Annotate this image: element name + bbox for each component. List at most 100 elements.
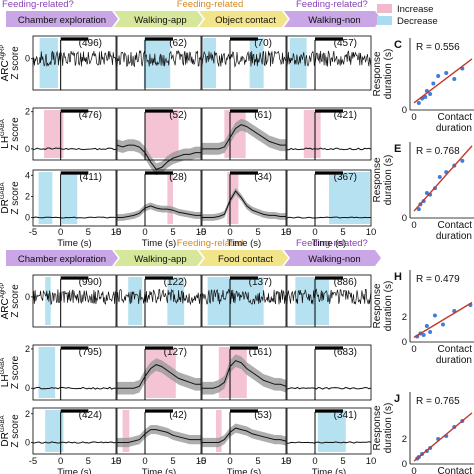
bottom-row-label-1: LHGABA bbox=[0, 358, 11, 387]
bottom-banner-2 bbox=[199, 250, 288, 266]
bottom-xtick-3-1: 0 bbox=[312, 456, 317, 467]
top-tag-0: Feeding-related? bbox=[2, 0, 74, 10]
bottom-shade-1-2-0 bbox=[218, 347, 247, 398]
top-banner-1 bbox=[114, 11, 203, 27]
corr-point-1-9 bbox=[460, 158, 465, 163]
bottom-banner-label-1: Walking-app bbox=[134, 254, 186, 265]
corr-point-0-4 bbox=[428, 92, 433, 96]
top-frame-0-3 bbox=[286, 35, 372, 91]
corr-ylabel-b-3: duration (s) bbox=[383, 403, 394, 454]
bottom-n-0-3: (886) bbox=[334, 277, 357, 288]
top-n-2-3: (367) bbox=[334, 172, 357, 183]
top-trace-1-1 bbox=[116, 144, 201, 170]
bottom-trace-2-3 bbox=[286, 441, 372, 444]
top-trace-0-3 bbox=[286, 50, 372, 67]
bottom-ylabel-2: Z score bbox=[10, 414, 21, 448]
top-row-label-1: LHGABA bbox=[0, 119, 11, 148]
top-xtick-3-2: 5 bbox=[340, 227, 345, 238]
bottom-xtick-1-1: 0 bbox=[142, 456, 147, 467]
top-xtick-3-3: 10 bbox=[366, 227, 377, 238]
top-banner-label-0: Chamber exploration bbox=[18, 15, 106, 26]
bottom-trace-0-0 bbox=[32, 289, 117, 306]
corr-point-2-2 bbox=[421, 333, 426, 337]
top-trace-1-3 bbox=[287, 147, 372, 151]
top-n-1-2: (61) bbox=[254, 110, 272, 121]
top-n-2-2: (34) bbox=[254, 172, 272, 183]
row-label-sup: AgRP bbox=[0, 45, 6, 61]
top-xtick-1-2: 5 bbox=[170, 227, 175, 238]
row-label-sup: GABA bbox=[0, 358, 6, 375]
top-frame-2-3 bbox=[286, 169, 372, 227]
top-xtick-3-0: -5 bbox=[283, 227, 291, 238]
bottom-frame-1-3 bbox=[286, 344, 372, 401]
bottom-n-0-1: (122) bbox=[164, 277, 187, 288]
top-banner-3 bbox=[284, 11, 381, 27]
top-banner-2 bbox=[199, 11, 288, 27]
top-xtick-1-0: -5 bbox=[113, 227, 121, 238]
top-frame-0-1 bbox=[116, 35, 202, 91]
row-label-sup: GABA bbox=[0, 415, 6, 432]
corr-ytick2-2: 2 bbox=[402, 312, 407, 323]
corr-fit-3 bbox=[413, 412, 473, 462]
top-frame-2-0 bbox=[32, 169, 117, 227]
bottom-shade-0-0-0 bbox=[45, 277, 51, 325]
correlation-layer bbox=[409, 38, 474, 465]
top-n-2-0: (411) bbox=[79, 172, 102, 183]
bottom-xlabel-3: Time (s) bbox=[312, 467, 346, 474]
bottom-banner-label-3: Walking-non bbox=[308, 254, 360, 265]
top-sem-2-1 bbox=[117, 202, 201, 221]
top-frame-2-1 bbox=[116, 169, 202, 227]
corr-xlabel-a-0: Contact bbox=[438, 112, 473, 123]
corr-point-1-3 bbox=[424, 191, 429, 196]
bottom-n-2-0: (424) bbox=[79, 410, 102, 421]
bottom-sem-2-2 bbox=[202, 423, 286, 448]
bottom-frame-2-1 bbox=[116, 407, 202, 455]
top-xtick-2-2: 5 bbox=[255, 227, 260, 238]
legend-increase-label: Increase bbox=[397, 4, 433, 15]
corr-point-0-8 bbox=[452, 77, 457, 81]
corr-ylabel-b-1: duration (s) bbox=[383, 155, 394, 206]
bottom-n-0-2: (137) bbox=[249, 277, 272, 288]
bottom-trace-2-2 bbox=[202, 427, 287, 443]
top-trace-0-0 bbox=[32, 50, 117, 67]
bottom-xtick-0-3: 10 bbox=[111, 456, 122, 467]
top-n-0-2: (70) bbox=[254, 38, 272, 49]
bottom-ytick-0-0: 0 bbox=[25, 292, 30, 302]
bottom-trace-1-0 bbox=[32, 386, 117, 390]
top-xtick-2-0: -5 bbox=[198, 227, 206, 238]
row-label-main: LH bbox=[0, 374, 11, 387]
top-ytick-2-1: 2 bbox=[25, 191, 30, 201]
top-xlabel-0: Time (s) bbox=[57, 238, 91, 249]
corr-xtick-3: 0 bbox=[411, 466, 416, 474]
row-label-main: DR bbox=[0, 199, 11, 213]
bottom-n-0-0: (990) bbox=[79, 277, 102, 288]
bottom-xtick-0-0: -5 bbox=[29, 456, 37, 467]
corr-xlabel-b-0: duration bbox=[436, 123, 472, 134]
bottom-shade-2-1-0 bbox=[122, 410, 130, 452]
top-shade-0-2-1 bbox=[249, 38, 264, 88]
top-n-0-3: (457) bbox=[334, 38, 357, 49]
top-shade-1-3-0 bbox=[303, 110, 321, 158]
corr-ytick-1: 0 bbox=[402, 213, 407, 224]
bottom-xtick-1-3: 10 bbox=[196, 456, 207, 467]
bottom-n-1-0: (795) bbox=[79, 347, 102, 358]
bottom-trace-1-3 bbox=[286, 386, 372, 390]
corr-r-0: R = 0.556 bbox=[416, 42, 460, 53]
corr-xtick-1: 0 bbox=[411, 220, 416, 231]
top-ytick-2-2: 0 bbox=[25, 213, 30, 223]
top-shade-1-0-0 bbox=[44, 110, 64, 158]
corr-point-0-6 bbox=[436, 74, 441, 78]
bottom-shade-0-1-0 bbox=[128, 277, 143, 325]
corr-ylabel-a-0: Response bbox=[372, 51, 383, 96]
bottom-trace-2-0 bbox=[32, 441, 117, 444]
corr-point-2-5 bbox=[432, 313, 437, 318]
bottom-frame-1-1 bbox=[116, 344, 202, 401]
corr-fit-1 bbox=[413, 145, 473, 212]
frame-layer bbox=[6, 4, 392, 455]
bottom-row-label-2: DRGABA bbox=[0, 415, 11, 446]
bottom-frame-1-2 bbox=[201, 344, 287, 401]
bottom-row-label-0: ARCAgRP bbox=[0, 283, 11, 320]
bottom-sem-2-1 bbox=[117, 424, 201, 448]
top-row-label-2: DRGABA bbox=[0, 182, 11, 213]
corr-point-0-0 bbox=[416, 101, 421, 105]
